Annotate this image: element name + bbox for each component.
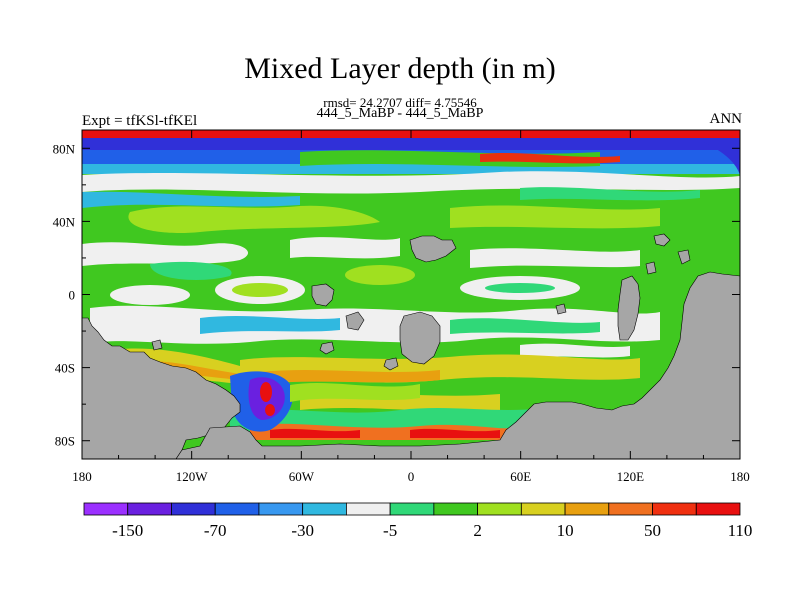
colorbar-swatch bbox=[171, 502, 216, 516]
west-landmass bbox=[82, 317, 241, 459]
colorbar: -150 -70 -30 -5 2 10 50 110 bbox=[83, 502, 753, 540]
colorbar-swatch bbox=[302, 502, 347, 516]
antarctic-red-2 bbox=[410, 428, 500, 438]
island-11 bbox=[645, 261, 657, 275]
colorbar-swatch bbox=[433, 502, 479, 516]
colorbar-label: 50 bbox=[644, 521, 661, 540]
lat-tick-label: 80S bbox=[55, 434, 75, 449]
colorbar-swatch bbox=[258, 502, 304, 516]
lon-tick-label: 120E bbox=[617, 469, 645, 484]
white-eddy-2 bbox=[110, 285, 190, 305]
colorbar-swatch bbox=[389, 502, 435, 516]
lat-tick-label: 40S bbox=[55, 361, 75, 376]
island-5 bbox=[617, 275, 641, 341]
colorbar-swatch bbox=[127, 502, 172, 516]
colorbar-swatch bbox=[695, 502, 741, 516]
north-teal-band bbox=[520, 187, 700, 201]
yellowgreen-patch-2 bbox=[450, 205, 660, 229]
colorbar-swatch bbox=[520, 502, 566, 516]
equatorial-white-band bbox=[90, 305, 660, 344]
equatorial-cyan-1 bbox=[200, 316, 340, 334]
lon-tick-label: 180 bbox=[730, 469, 750, 484]
lat-tick-label: 80N bbox=[53, 141, 76, 156]
eddy-core-3 bbox=[485, 283, 555, 293]
colorbar-swatch bbox=[214, 502, 260, 516]
colorbar-label: -150 bbox=[112, 521, 143, 540]
colorbar-swatch bbox=[477, 502, 522, 516]
land bbox=[82, 233, 740, 459]
island-9 bbox=[151, 339, 163, 351]
atlantic-south-yellowgreen bbox=[290, 382, 420, 402]
colorbar-label: 10 bbox=[557, 521, 574, 540]
north-cyan-band bbox=[82, 191, 300, 208]
south-white-patch bbox=[520, 343, 630, 358]
arctic-band bbox=[82, 138, 740, 150]
island-1 bbox=[409, 235, 457, 263]
arctic-red-streak bbox=[480, 153, 620, 164]
longitude-axis: 180 120W 60W 0 60E 120E 180 bbox=[72, 130, 750, 484]
southern-orange-band bbox=[260, 370, 440, 384]
yellowgreen-patch-1 bbox=[128, 205, 380, 234]
island-12 bbox=[555, 303, 567, 315]
drake-red-spot-2 bbox=[265, 404, 275, 416]
island-6 bbox=[345, 311, 365, 331]
colorbar-label: -30 bbox=[291, 521, 314, 540]
island-10 bbox=[677, 249, 691, 265]
lon-tick-label: 0 bbox=[408, 469, 415, 484]
equatorial-teal bbox=[450, 318, 600, 334]
stats-text: rmsd= 24.2707 diff= 4.75546 bbox=[323, 95, 477, 110]
drake-red-spot-1 bbox=[260, 382, 272, 402]
white-patch-1 bbox=[82, 242, 249, 266]
white-patch-3 bbox=[470, 248, 640, 268]
lat-tick-label: 40N bbox=[53, 214, 76, 229]
ne-blue-patch bbox=[700, 140, 740, 175]
antarctic-red-1 bbox=[270, 428, 360, 438]
colorbar-swatch bbox=[608, 502, 653, 516]
lon-tick-label: 60E bbox=[510, 469, 531, 484]
colorbar-swatch bbox=[345, 502, 391, 516]
season-label: ANN bbox=[709, 111, 743, 127]
eddy-core-1 bbox=[232, 283, 288, 297]
island-7 bbox=[383, 357, 399, 371]
colorbar-label: -5 bbox=[383, 521, 397, 540]
lon-tick-label: 120W bbox=[176, 469, 209, 484]
yellowgreen-eddy bbox=[345, 265, 415, 285]
colorbar-swatch bbox=[564, 502, 610, 516]
south-landmass bbox=[175, 271, 740, 459]
lon-tick-label: 180 bbox=[72, 469, 92, 484]
island-3 bbox=[311, 283, 335, 307]
teal-patch-1 bbox=[150, 261, 232, 280]
map-field bbox=[82, 130, 740, 459]
case-subtitle: 444_5_MaBP - 444_5_MaBP bbox=[316, 106, 484, 121]
colorbar-swatch bbox=[652, 502, 697, 516]
latitude-axis: 80N 40N 0 40S 80S bbox=[53, 141, 740, 449]
colorbar-label: 110 bbox=[728, 521, 753, 540]
white-patch-2 bbox=[290, 237, 400, 259]
subarctic-band-2 bbox=[82, 164, 740, 174]
island-8 bbox=[319, 341, 335, 355]
lon-tick-label: 60W bbox=[289, 469, 315, 484]
colorbar-label: 2 bbox=[473, 521, 482, 540]
colorbar-swatch bbox=[83, 502, 129, 516]
lat-tick-label: 0 bbox=[69, 288, 76, 303]
island-4 bbox=[399, 311, 441, 365]
colorbar-label: -70 bbox=[204, 521, 227, 540]
experiment-label: Expt = tfKSl-tfKEl bbox=[82, 113, 198, 129]
plot-title: Mixed Layer depth (in m) bbox=[244, 52, 556, 85]
island-2 bbox=[653, 233, 671, 247]
